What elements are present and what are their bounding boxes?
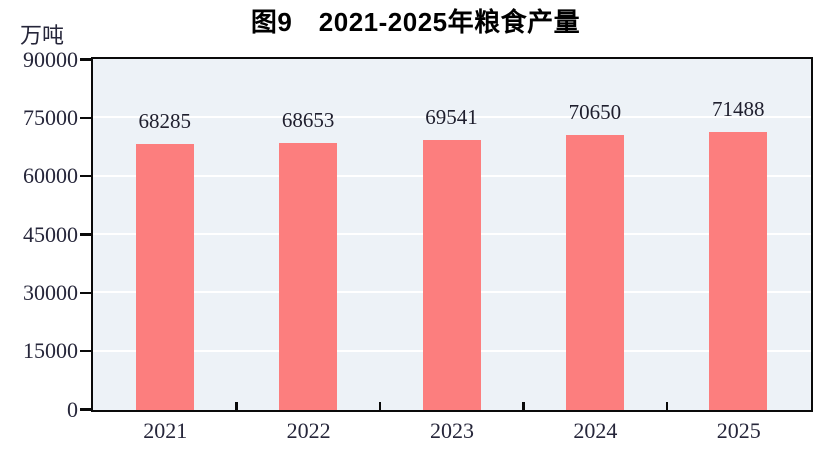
- y-tick-label-45000: 45000: [23, 221, 78, 247]
- bar-2022: [279, 143, 338, 410]
- y-tick-mark-60000: [80, 174, 91, 178]
- y-axis-tick-marks: [80, 57, 91, 412]
- x-tick-label-2025: 2025: [716, 418, 761, 443]
- bar-2023: [422, 139, 481, 410]
- y-tick-mark-15000: [80, 349, 91, 353]
- x-axis-tick-mark: [378, 402, 382, 410]
- x-tick-label-2024: 2024: [573, 418, 618, 443]
- bar-value-label-2022: 68653: [281, 108, 335, 133]
- x-tick-label-2021: 2021: [143, 418, 188, 443]
- y-tick-mark-45000: [80, 233, 91, 236]
- y-axis-unit-label: 万吨: [19, 23, 64, 48]
- bar-value-label-2021: 68285: [138, 109, 191, 134]
- bar-value-label-2023: 69541: [425, 104, 478, 129]
- plot-area: 68285 68653 69541 70650 71488: [91, 57, 813, 412]
- bar-value-label-2024: 70650: [568, 100, 622, 125]
- x-tick-label-2023: 2023: [430, 418, 474, 443]
- gridline-75000: [93, 116, 811, 119]
- bar-value-label-2025: 71488: [712, 97, 765, 121]
- y-tick-label-0: 0: [67, 396, 78, 422]
- bar-2021: [135, 144, 194, 410]
- y-tick-mark-30000: [80, 291, 91, 295]
- bar-2025: [709, 132, 768, 410]
- y-tick-label-75000: 75000: [23, 104, 78, 130]
- x-axis-tick-mark: [522, 402, 525, 410]
- y-axis-tick-labels: 0 15000 30000 45000 60000 75000 90000: [0, 47, 78, 422]
- x-axis-tick-mark: [665, 402, 669, 410]
- bar-2024: [565, 135, 624, 410]
- y-tick-label-15000: 15000: [23, 338, 78, 364]
- y-tick-label-30000: 30000: [23, 279, 78, 305]
- chart-title: 图9 2021-2025年粮食产量: [250, 7, 581, 37]
- x-axis-tick-mark: [235, 402, 238, 410]
- x-axis-tick-labels: 2021 2022 2023 2024 2025: [91, 417, 813, 449]
- y-tick-label-60000: 60000: [23, 163, 78, 189]
- y-tick-mark-90000: [80, 58, 91, 61]
- y-tick-mark-75000: [80, 116, 91, 120]
- x-tick-label-2022: 2022: [286, 418, 331, 443]
- y-tick-mark-0: [80, 408, 91, 411]
- y-tick-label-90000: 90000: [23, 46, 78, 72]
